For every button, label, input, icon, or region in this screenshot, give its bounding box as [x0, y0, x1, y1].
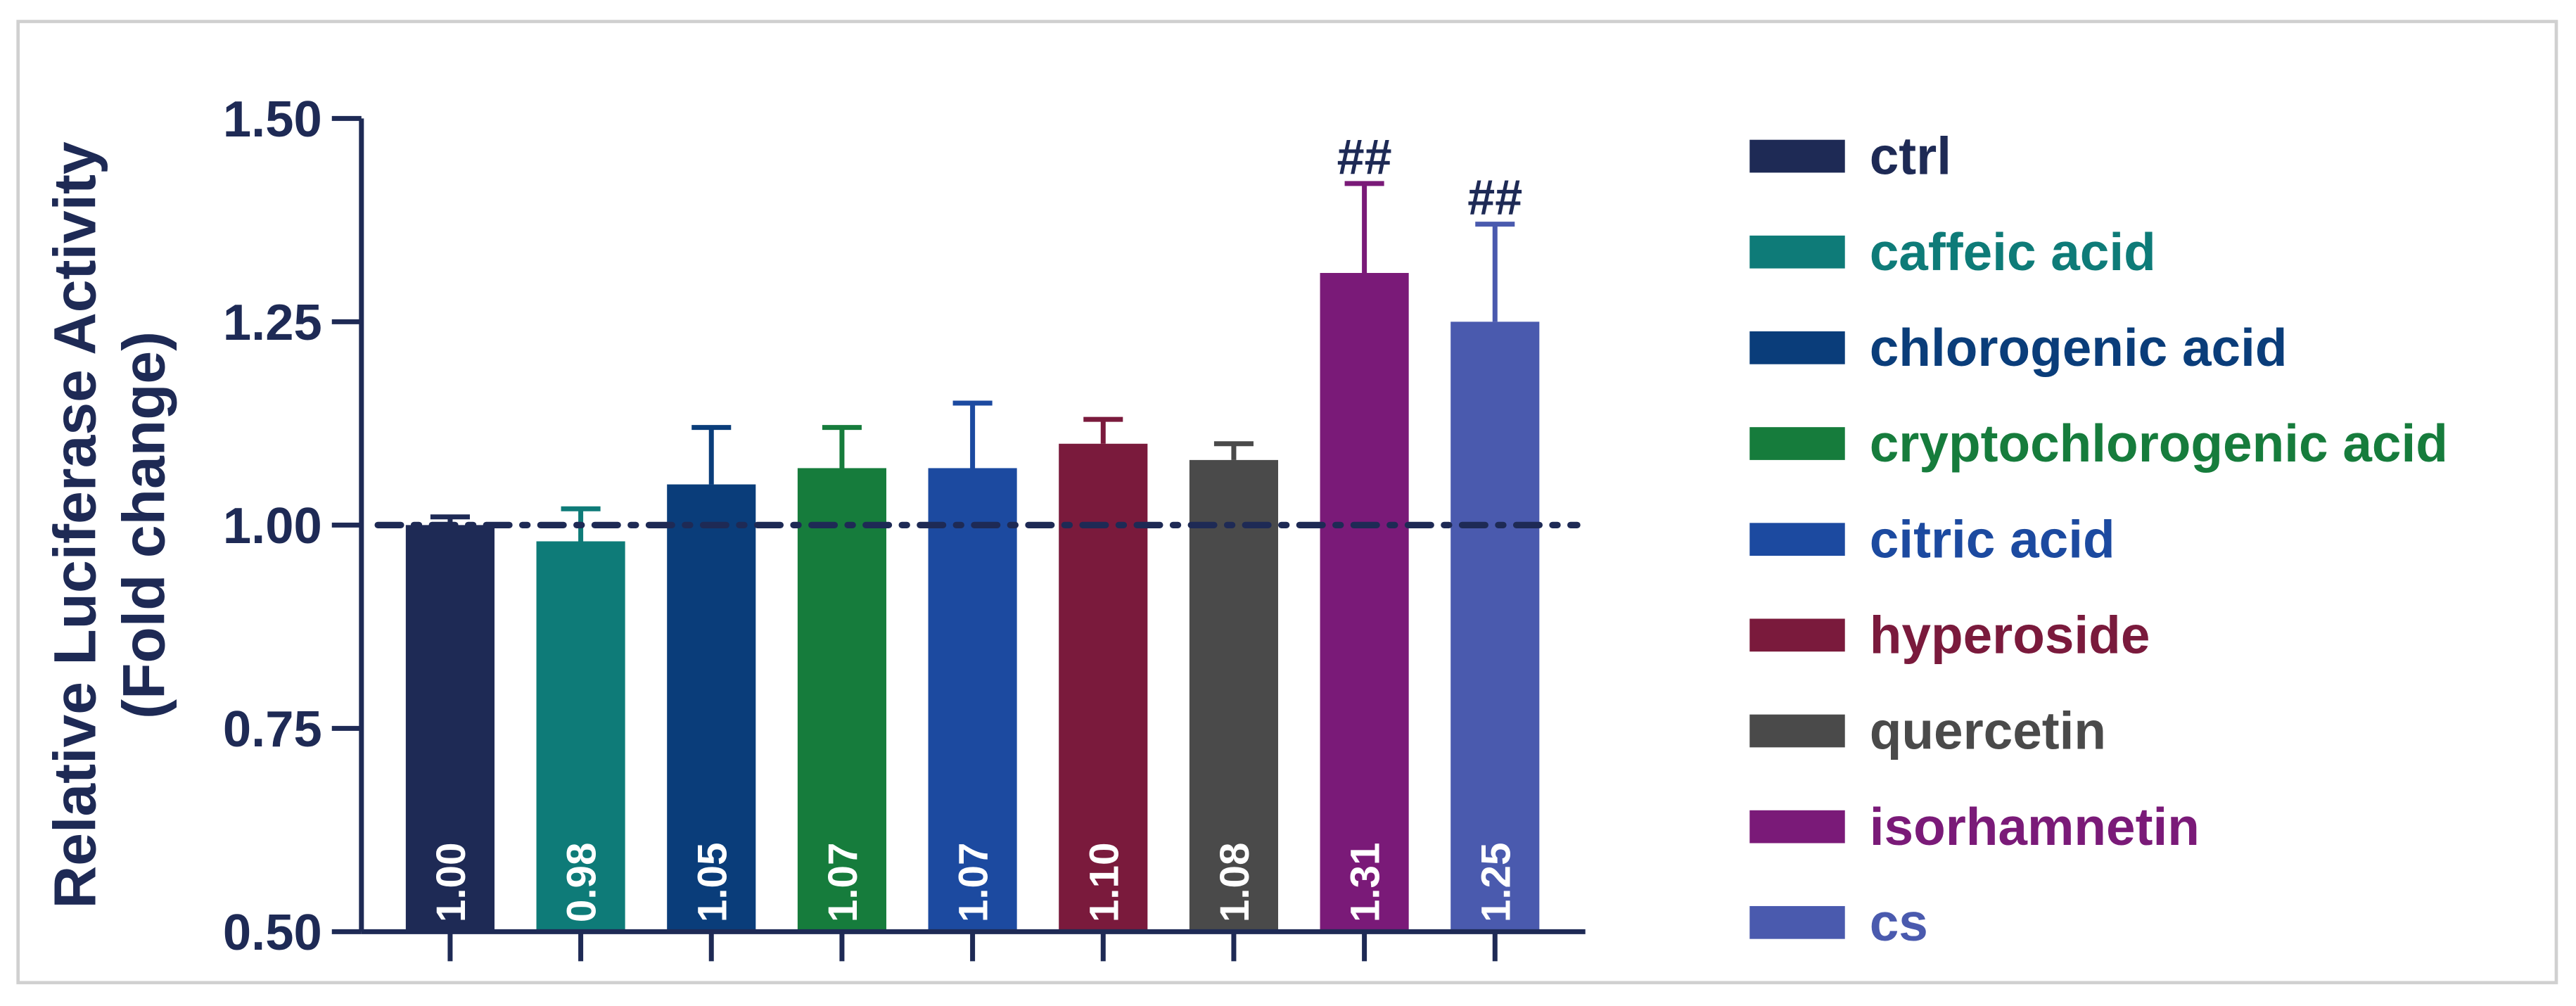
legend-label: caffeic acid	[1870, 222, 2156, 281]
annotation: ##	[1467, 170, 1522, 225]
y-axis-label: (Fold change)	[111, 331, 177, 719]
legend-label: cryptochlorogenic acid	[1870, 414, 2448, 473]
legend-swatch	[1749, 331, 1845, 364]
legend-swatch	[1749, 139, 1845, 173]
value-label: 1.07	[820, 843, 866, 923]
legend-label: quercetin	[1870, 701, 2106, 760]
legend-swatch	[1749, 235, 1845, 269]
y-axis-label: Relative Luciferase Activity	[42, 141, 108, 908]
legend-swatch	[1749, 810, 1845, 843]
legend-label: chlorogenic acid	[1870, 318, 2288, 377]
legend-swatch	[1749, 523, 1845, 556]
value-label: 1.07	[951, 843, 997, 923]
value-label: 1.00	[428, 843, 474, 923]
bar	[928, 468, 1017, 932]
bar	[797, 468, 886, 932]
value-label: 0.98	[559, 843, 605, 923]
legend-label: hyperoside	[1870, 606, 2150, 665]
value-label: 1.31	[1343, 843, 1389, 923]
legend-swatch	[1749, 427, 1845, 460]
legend-swatch	[1749, 714, 1845, 748]
bar	[536, 541, 625, 932]
bar	[1320, 272, 1409, 932]
bar	[1189, 459, 1278, 932]
legend-label: ctrl	[1870, 127, 1951, 186]
bar	[1450, 321, 1540, 932]
legend-swatch	[1749, 618, 1845, 652]
bar	[405, 525, 495, 932]
y-tick-label: 1.50	[223, 91, 322, 148]
value-label: 1.10	[1081, 843, 1127, 923]
y-tick-label: 0.50	[223, 904, 322, 961]
value-label: 1.05	[689, 843, 735, 923]
value-label: 1.25	[1473, 843, 1519, 923]
annotation: ##	[1337, 129, 1392, 184]
y-tick-label: 1.00	[223, 497, 322, 554]
y-tick-label: 0.75	[223, 701, 322, 758]
legend-label: isorhamnetin	[1870, 797, 2200, 856]
legend-swatch	[1749, 905, 1845, 939]
legend-label: citric acid	[1870, 509, 2115, 568]
y-tick-label: 1.25	[223, 294, 322, 351]
bar	[667, 484, 756, 932]
value-label: 1.08	[1212, 843, 1258, 923]
legend-label: cs	[1870, 893, 1928, 952]
